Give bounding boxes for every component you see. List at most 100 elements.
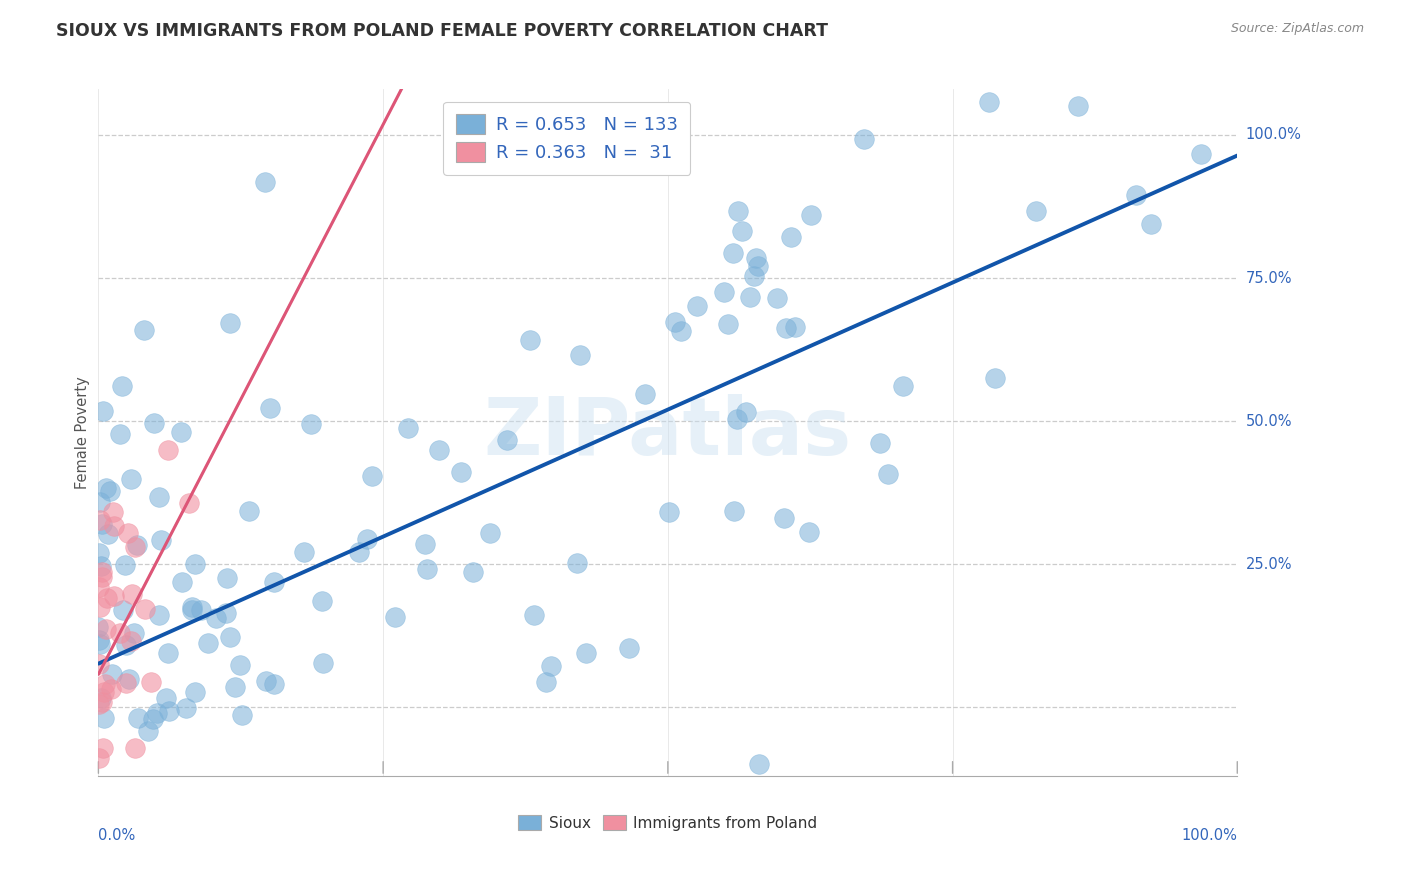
Point: [1025, 203, 1047, 218]
Point: [219, 630, 242, 644]
Point: [96, 836, 118, 850]
Point: [136, 724, 159, 739]
Point: [356, 533, 378, 547]
Point: [396, 420, 419, 434]
Point: [723, 246, 745, 260]
Point: [745, 252, 768, 266]
Point: [785, 320, 807, 334]
Point: [93, 404, 115, 418]
Point: [97, 527, 120, 541]
Point: [89, 638, 111, 652]
Point: [270, 786, 292, 800]
Point: [101, 667, 124, 681]
Point: [87, 633, 110, 648]
Point: [231, 708, 253, 723]
Point: [891, 379, 914, 393]
Point: [716, 318, 738, 332]
Point: [575, 646, 598, 660]
Point: [89, 832, 111, 847]
Point: [103, 589, 125, 603]
Point: [747, 259, 769, 273]
Text: 75.0%: 75.0%: [1246, 270, 1292, 285]
Point: [94, 677, 117, 691]
Point: [143, 416, 166, 430]
Point: [120, 633, 142, 648]
Point: [669, 324, 692, 338]
Point: [90, 690, 112, 705]
Point: [664, 315, 686, 329]
Point: [125, 538, 148, 552]
Point: [93, 710, 115, 724]
Text: Source: ZipAtlas.com: Source: ZipAtlas.com: [1230, 22, 1364, 36]
Point: [118, 672, 141, 686]
Point: [219, 316, 242, 330]
Point: [738, 289, 761, 303]
Point: [148, 491, 170, 505]
Point: [91, 695, 114, 709]
Point: [93, 816, 115, 830]
Point: [96, 591, 118, 605]
Point: [984, 370, 1007, 384]
Point: [731, 224, 754, 238]
Point: [735, 405, 758, 419]
Point: [101, 505, 124, 519]
Point: [132, 323, 155, 337]
Point: [90, 558, 112, 573]
Point: [415, 537, 437, 551]
Point: [1067, 98, 1090, 112]
Point: [90, 565, 112, 579]
Point: [110, 379, 132, 393]
Point: [347, 545, 370, 559]
Point: [87, 580, 110, 594]
Point: [103, 519, 125, 533]
Point: [134, 602, 156, 616]
Point: [190, 603, 212, 617]
Point: [775, 321, 797, 335]
Point: [115, 638, 138, 652]
Point: [94, 481, 117, 495]
Point: [90, 569, 112, 583]
Point: [312, 657, 335, 671]
Point: [110, 625, 132, 640]
Point: [361, 468, 384, 483]
Point: [204, 610, 226, 624]
Point: [148, 607, 170, 622]
Point: [416, 562, 439, 576]
Point: [496, 434, 519, 448]
Point: [292, 545, 315, 559]
Point: [686, 300, 709, 314]
Point: [184, 685, 207, 699]
Point: [90, 517, 112, 532]
Point: [235, 891, 257, 892]
Point: [87, 751, 110, 765]
Point: [634, 387, 657, 401]
Text: 50.0%: 50.0%: [1246, 414, 1292, 429]
Point: [869, 435, 891, 450]
Point: [139, 675, 162, 690]
Point: [546, 158, 568, 172]
Point: [117, 525, 139, 540]
Point: [181, 599, 204, 614]
Point: [111, 603, 134, 617]
Point: [780, 230, 803, 244]
Y-axis label: Female Poverty: Female Poverty: [75, 376, 90, 489]
Point: [254, 674, 277, 689]
Point: [853, 132, 876, 146]
Point: [523, 607, 546, 622]
Point: [94, 622, 117, 636]
Point: [723, 504, 745, 518]
Point: [87, 620, 110, 634]
Point: [1140, 218, 1163, 232]
Point: [170, 425, 193, 439]
Point: [232, 782, 254, 797]
Point: [110, 426, 132, 441]
Point: [89, 513, 111, 527]
Point: [479, 526, 502, 541]
Point: [156, 443, 179, 458]
Point: [977, 95, 1000, 109]
Text: 0.0%: 0.0%: [98, 828, 135, 843]
Point: [124, 540, 146, 554]
Point: [93, 684, 115, 698]
Point: [713, 285, 735, 299]
Point: [96, 802, 118, 816]
